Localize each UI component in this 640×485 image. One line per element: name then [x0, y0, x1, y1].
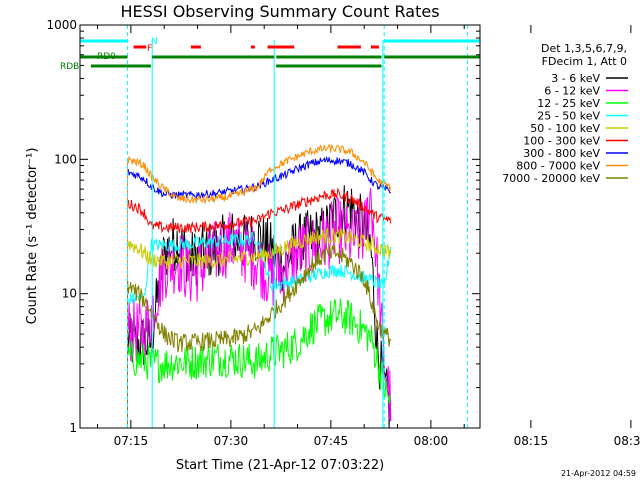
flag-label-F: F — [147, 44, 152, 54]
y-tick-label-0: 1 — [69, 421, 77, 435]
flag-label-RDB: RDB — [60, 62, 79, 72]
legend-label-6: 300 - 800 keV — [523, 147, 600, 160]
x-tick-label-4: 08:15 — [514, 434, 549, 448]
series-line-8 — [127, 244, 392, 428]
legend-label-8: 7000 - 20000 keV — [502, 172, 600, 185]
x-tick-label-2: 07:45 — [314, 434, 349, 448]
legend-label-1: 6 - 12 keV — [544, 85, 600, 98]
legend-label-7: 800 - 7000 keV — [516, 160, 600, 173]
legend-header-line2: FDecim 1, Att 0 — [542, 55, 627, 68]
series-line-5 — [127, 187, 392, 428]
legend-label-3: 25 - 50 keV — [537, 110, 600, 123]
plot-frame — [79, 24, 481, 429]
flag-layer: NF RD0 RDB — [60, 37, 480, 72]
plot-layer — [127, 25, 469, 428]
y-tick-label-2: 100 — [54, 152, 77, 166]
legend-label-2: 12 - 25 keV — [537, 97, 600, 110]
y-tick-label-1: 10 — [62, 287, 77, 301]
y-tick-label-3: 1000 — [46, 18, 77, 32]
legend-header-line1: Det 1,3,5,6,7,9, — [541, 42, 627, 55]
x-tick-label-0: 07:15 — [114, 434, 149, 448]
legend-label-4: 50 - 100 keV — [530, 122, 600, 135]
series-line-7 — [127, 143, 392, 428]
x-tick-label-3: 08:00 — [414, 434, 449, 448]
x-tick-label-5: 08:30 — [614, 434, 640, 448]
series-line-2 — [127, 298, 392, 428]
series-line-4 — [127, 227, 392, 428]
series-line-3 — [127, 232, 392, 428]
x-tick-label-1: 07:30 — [214, 434, 249, 448]
legend-label-0: 3 - 6 keV — [551, 72, 600, 85]
x-axis-label: Start Time (21-Apr-12 07:03:22) — [176, 458, 384, 473]
chart-title: HESSI Observing Summary Count Rates — [120, 2, 439, 21]
legend-label-5: 100 - 300 keV — [523, 135, 600, 148]
footer-timestamp: 21-Apr-2012 04:59 — [561, 469, 636, 478]
y-axis-label: Count Rate (s⁻¹ detector⁻¹) — [25, 148, 40, 325]
flag-label-RD0: RD0 — [97, 52, 116, 62]
flag-label-N: N — [151, 37, 158, 47]
axis-layer: 1 10 100 1000 07:15 07:30 07:45 08:00 08:15 08:30 — [46, 18, 640, 448]
